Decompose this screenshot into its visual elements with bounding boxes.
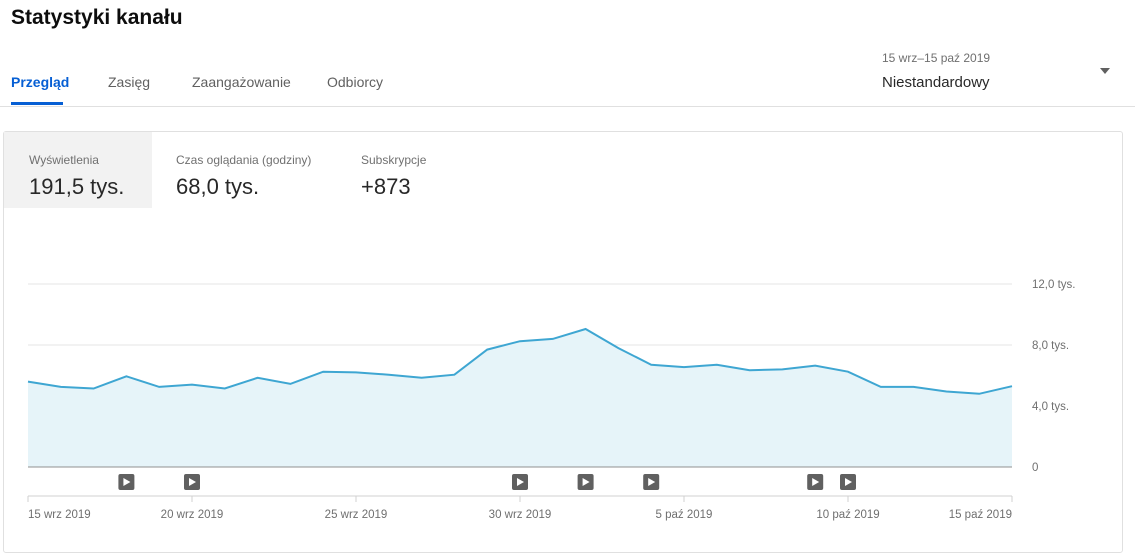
metric-label: Czas oglądania (godziny) [176,153,312,167]
date-range-label: 15 wrz–15 paź 2019 [882,51,991,65]
video-marker-icon[interactable] [184,474,200,490]
period-label: Niestandardowy [882,74,990,91]
video-marker-icon[interactable] [512,474,528,490]
x-tick-label: 25 wrz 2019 [325,509,388,521]
metric-tab-subscriptions[interactable]: Subskrypcje +873 [337,132,477,208]
chart-series-line [27,327,1013,395]
metric-tab-views[interactable]: Wyświetlenia 191,5 tys. [4,132,152,208]
video-marker-icon[interactable] [118,474,135,490]
video-marker-icon[interactable] [577,474,594,490]
x-tick-label: 15 paź 2019 [949,509,1012,521]
active-tab-indicator [11,102,63,105]
video-marker-icon[interactable] [643,474,660,490]
y-tick-label: 0 [1032,462,1038,474]
x-tick-label: 10 paź 2019 [816,509,879,521]
y-tick-label: 12,0 tys. [1032,279,1075,291]
tabs-divider [0,106,1135,107]
metric-value: +873 [361,174,411,199]
x-tick-label: 5 paź 2019 [656,509,713,521]
metric-tab-watch-time[interactable]: Czas oglądania (godziny) 68,0 tys. [152,132,337,208]
metric-label: Subskrypcje [361,153,427,167]
chart-area-fill [28,329,1012,467]
metric-value: 68,0 tys. [176,174,260,199]
x-tick-label: 20 wrz 2019 [161,509,224,521]
y-tick-label: 8,0 tys. [1032,340,1069,352]
metric-value: 191,5 tys. [29,174,125,199]
tab-engagement[interactable]: Zaangażowanie [192,74,291,90]
tab-bar: Przegląd Zasięg Zaangażowanie Odbiorcy [0,60,1135,106]
page-title: Statystyki kanału [11,6,183,29]
video-marker-icon[interactable] [807,474,824,490]
metric-label: Wyświetlenia [29,153,99,167]
tab-overview[interactable]: Przegląd [11,74,70,90]
tab-reach[interactable]: Zasięg [108,74,151,90]
x-tick-label: 15 wrz 2019 [28,509,91,521]
x-tick-label: 30 wrz 2019 [489,509,552,521]
video-marker-icon[interactable] [840,474,856,490]
tab-audience[interactable]: Odbiorcy [327,74,384,90]
y-tick-label: 4,0 tys. [1032,401,1069,413]
dropdown-arrow-icon[interactable] [1100,68,1110,74]
